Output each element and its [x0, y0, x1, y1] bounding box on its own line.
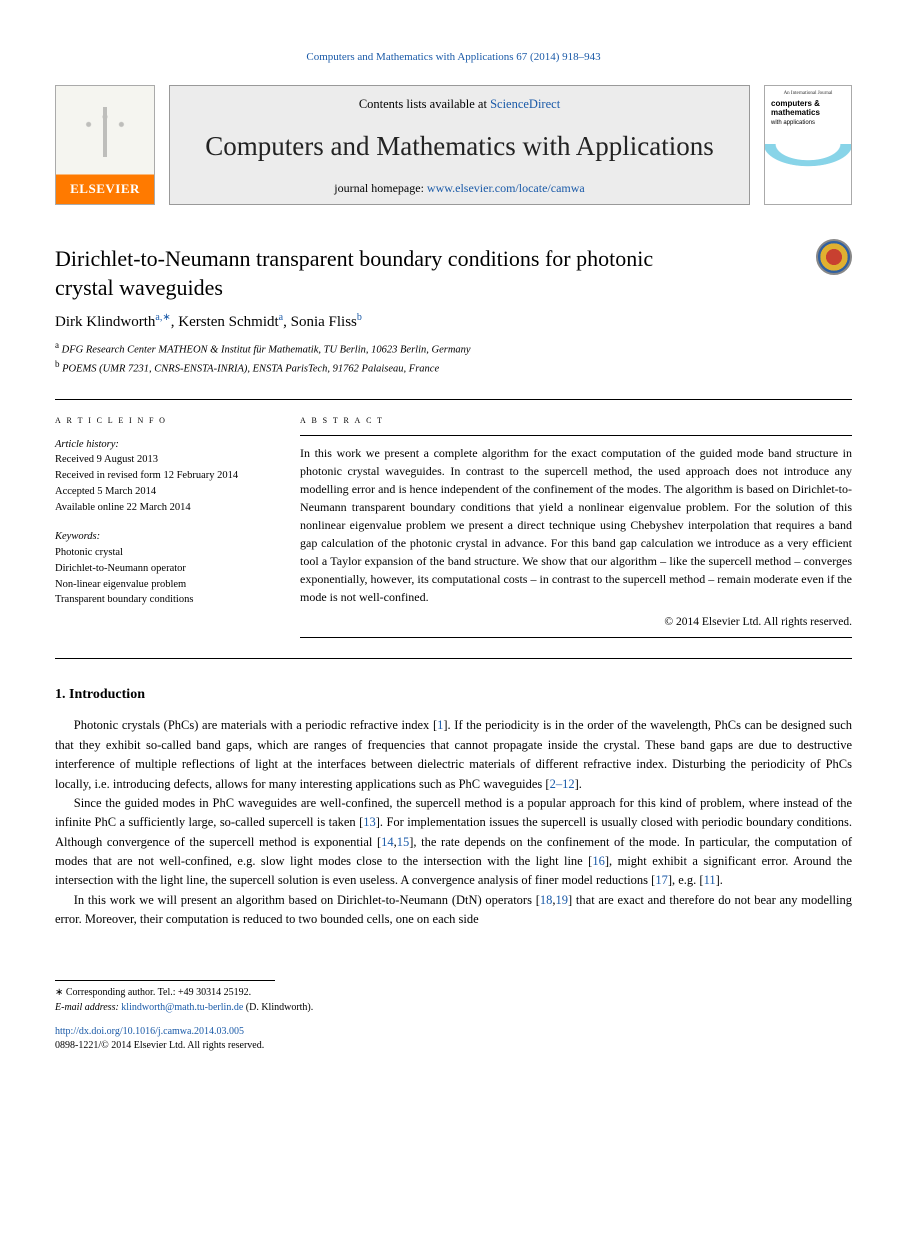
- sciencedirect-link[interactable]: ScienceDirect: [490, 97, 560, 111]
- contents-prefix: Contents lists available at: [359, 97, 490, 111]
- cite-15[interactable]: 15: [397, 835, 410, 849]
- abstract: a b s t r a c t In this work we present …: [300, 412, 852, 638]
- doi-link[interactable]: http://dx.doi.org/10.1016/j.camwa.2014.0…: [55, 1026, 244, 1037]
- cite-18[interactable]: 18: [540, 893, 553, 907]
- doi-block: http://dx.doi.org/10.1016/j.camwa.2014.0…: [55, 1025, 852, 1053]
- authors: Dirk Klindwortha,∗, Kersten Schmidta, So…: [55, 311, 852, 333]
- abstract-head: a b s t r a c t: [300, 412, 852, 429]
- article-info-head: a r t i c l e i n f o: [55, 412, 260, 429]
- cite-11[interactable]: 11: [704, 873, 716, 887]
- homepage-prefix: journal homepage:: [334, 181, 427, 195]
- history-1: Received 9 August 2013: [55, 452, 260, 468]
- rule-bottom: [55, 658, 852, 659]
- b-p2g: ].: [716, 873, 723, 887]
- affiliations: a DFG Research Center MATHEON & Institut…: [55, 339, 852, 378]
- article-info: a r t i c l e i n f o Article history: R…: [55, 412, 260, 638]
- author-3: Sonia Fliss: [291, 314, 357, 330]
- author-3-sup: b: [357, 312, 362, 323]
- paper-title: Dirichlet-to-Neumann transparent boundar…: [55, 245, 852, 302]
- cite-14[interactable]: 14: [381, 835, 394, 849]
- b-p3a: In this work we will present an algorith…: [74, 893, 540, 907]
- elsevier-label: ELSEVIER: [70, 180, 140, 204]
- cite-2-12[interactable]: 2–12: [550, 777, 575, 791]
- cover-head: An International Journal: [769, 90, 847, 97]
- author-1-sup: a,∗: [155, 312, 170, 323]
- affil-b: POEMS (UMR 7231, CNRS-ENSTA-INRIA), ENST…: [62, 363, 439, 374]
- cite-17[interactable]: 17: [655, 873, 668, 887]
- author-2: Kersten Schmidt: [178, 314, 278, 330]
- section-1-head: 1. Introduction: [55, 685, 852, 705]
- meta-abstract-row: a r t i c l e i n f o Article history: R…: [55, 400, 852, 658]
- b-p1c: ].: [575, 777, 582, 791]
- cover-title-3: with applications: [771, 120, 815, 126]
- affil-a: DFG Research Center MATHEON & Institut f…: [62, 344, 471, 355]
- cover-title: computers & mathematics with application…: [771, 100, 845, 126]
- history-3: Accepted 5 March 2014: [55, 484, 260, 500]
- elsevier-logo: ELSEVIER: [55, 85, 155, 205]
- homepage-link[interactable]: www.elsevier.com/locate/camwa: [427, 181, 585, 195]
- keyword-4: Transparent boundary conditions: [55, 592, 260, 608]
- history-head: Article history:: [55, 437, 260, 453]
- journal-title: Computers and Mathematics with Applicati…: [205, 128, 713, 166]
- cover-title-2: mathematics: [771, 108, 820, 117]
- elsevier-tree-icon: [64, 94, 146, 170]
- author-2-sup: a: [279, 312, 283, 323]
- b-p2f: ], e.g. [: [668, 873, 704, 887]
- abstract-copyright: © 2014 Elsevier Ltd. All rights reserved…: [300, 614, 852, 631]
- cover-graphic-icon: [765, 144, 851, 204]
- doi-tail: 0898-1221/© 2014 Elsevier Ltd. All right…: [55, 1040, 264, 1051]
- body-text: Photonic crystals (PhCs) are materials w…: [55, 716, 852, 929]
- corr-author: ∗ Corresponding author. Tel.: +49 30314 …: [55, 985, 852, 1000]
- contents-line: Contents lists available at ScienceDirec…: [359, 96, 560, 114]
- keyword-2: Dirichlet-to-Neumann operator: [55, 561, 260, 577]
- b-p1a: Photonic crystals (PhCs) are materials w…: [74, 718, 437, 732]
- keyword-3: Non-linear eigenvalue problem: [55, 577, 260, 593]
- journal-cover-thumb: An International Journal computers & mat…: [764, 85, 852, 205]
- homepage-line: journal homepage: www.elsevier.com/locat…: [334, 180, 584, 197]
- history-2: Received in revised form 12 February 201…: [55, 468, 260, 484]
- citation-header: Computers and Mathematics with Applicati…: [55, 50, 852, 65]
- history-4: Available online 22 March 2014: [55, 500, 260, 516]
- cite-16[interactable]: 16: [592, 854, 605, 868]
- email-tail: (D. Klindworth).: [243, 1002, 313, 1013]
- journal-header: ELSEVIER Contents lists available at Sci…: [55, 85, 852, 205]
- cover-title-1: computers &: [771, 99, 820, 108]
- email-link[interactable]: klindworth@math.tu-berlin.de: [121, 1002, 243, 1013]
- keyword-1: Photonic crystal: [55, 545, 260, 561]
- cite-19[interactable]: 19: [556, 893, 569, 907]
- author-1: Dirk Klindworth: [55, 314, 155, 330]
- footnotes: ∗ Corresponding author. Tel.: +49 30314 …: [55, 981, 852, 1015]
- journal-panel: Contents lists available at ScienceDirec…: [169, 85, 750, 205]
- email-label: E-mail address:: [55, 1002, 121, 1013]
- keywords-head: Keywords:: [55, 529, 260, 545]
- cite-13[interactable]: 13: [363, 815, 376, 829]
- abstract-text: In this work we present a complete algor…: [300, 444, 852, 606]
